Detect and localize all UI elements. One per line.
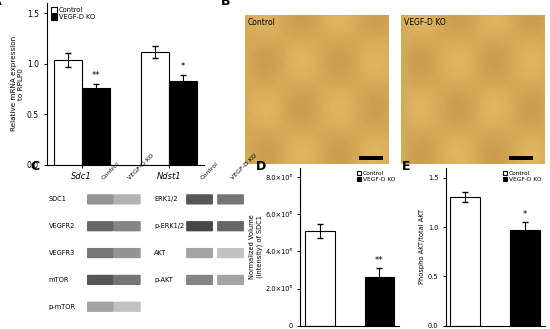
FancyBboxPatch shape <box>87 221 114 231</box>
Text: Control: Control <box>101 161 120 180</box>
FancyBboxPatch shape <box>114 248 141 258</box>
FancyBboxPatch shape <box>217 248 244 258</box>
Bar <box>359 156 383 160</box>
Text: Control: Control <box>200 161 219 180</box>
FancyBboxPatch shape <box>87 194 114 205</box>
Text: p-ERK1/2: p-ERK1/2 <box>154 223 184 229</box>
Text: VEGFR3: VEGFR3 <box>49 250 75 256</box>
Bar <box>305 231 334 326</box>
FancyBboxPatch shape <box>114 302 141 312</box>
Text: SDC1: SDC1 <box>49 196 67 202</box>
Text: D: D <box>256 160 266 173</box>
FancyBboxPatch shape <box>87 302 114 312</box>
FancyBboxPatch shape <box>186 221 213 231</box>
Text: **: ** <box>91 71 100 80</box>
FancyBboxPatch shape <box>186 194 213 205</box>
Y-axis label: Normalized Volume
(Intensity) of SDC1: Normalized Volume (Intensity) of SDC1 <box>249 215 263 279</box>
FancyBboxPatch shape <box>114 275 141 285</box>
Text: **: ** <box>375 256 384 265</box>
Text: B: B <box>221 0 230 8</box>
Text: C: C <box>30 160 40 173</box>
FancyBboxPatch shape <box>217 275 244 285</box>
FancyBboxPatch shape <box>114 194 141 205</box>
Text: VEGF-D KO: VEGF-D KO <box>404 18 446 27</box>
Text: VEGFR2: VEGFR2 <box>49 223 75 229</box>
Legend: Control, VEGF-D KO: Control, VEGF-D KO <box>502 171 542 183</box>
Legend: Control, VEGF-D KO: Control, VEGF-D KO <box>356 171 396 183</box>
Text: VEGF-D KO: VEGF-D KO <box>127 153 155 180</box>
Bar <box>365 277 394 326</box>
Text: VEGF-D KO: VEGF-D KO <box>230 153 258 180</box>
Text: p-AKT: p-AKT <box>154 277 173 283</box>
Bar <box>510 230 540 326</box>
Bar <box>82 88 109 164</box>
FancyBboxPatch shape <box>217 221 244 231</box>
Text: E: E <box>402 160 410 173</box>
FancyBboxPatch shape <box>186 275 213 285</box>
Bar <box>54 60 82 164</box>
Legend: Control, VEGF-D KO: Control, VEGF-D KO <box>50 7 96 21</box>
Text: AKT: AKT <box>154 250 167 256</box>
FancyBboxPatch shape <box>87 275 114 285</box>
Bar <box>450 197 480 326</box>
Text: Control: Control <box>248 18 276 27</box>
FancyBboxPatch shape <box>114 221 141 231</box>
Bar <box>509 156 532 160</box>
Bar <box>389 16 401 164</box>
FancyBboxPatch shape <box>87 248 114 258</box>
Text: p-mTOR: p-mTOR <box>49 304 76 310</box>
Text: *: * <box>181 62 185 71</box>
Text: A: A <box>0 0 1 8</box>
Bar <box>141 52 169 164</box>
Text: mTOR: mTOR <box>49 277 69 283</box>
FancyBboxPatch shape <box>217 194 244 205</box>
Y-axis label: Relative mRNA expression
to RPLP0: Relative mRNA expression to RPLP0 <box>11 36 24 132</box>
Text: *: * <box>523 210 527 219</box>
Bar <box>169 81 197 164</box>
Y-axis label: Phospho AKT/total AKT: Phospho AKT/total AKT <box>419 209 425 284</box>
Text: ERK1/2: ERK1/2 <box>154 196 178 202</box>
FancyBboxPatch shape <box>186 248 213 258</box>
